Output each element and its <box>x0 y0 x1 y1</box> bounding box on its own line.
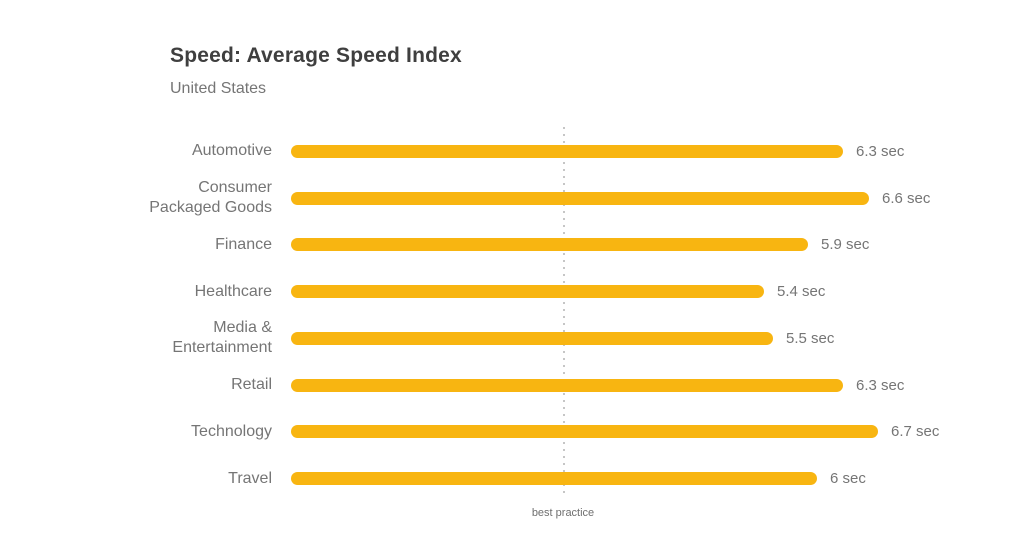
chart-row: Retail 6.3 sec <box>0 362 1024 409</box>
chart-row: Media & Entertainment 5.5 sec <box>0 315 1024 362</box>
chart-row: Technology 6.7 sec <box>0 409 1024 456</box>
value-label: 6.7 sec <box>891 423 940 441</box>
bar <box>291 425 878 439</box>
category-label: Travel <box>228 469 272 487</box>
category-label: Finance <box>215 235 272 253</box>
category-label: Healthcare <box>194 282 272 300</box>
value-label: 5.5 sec <box>786 329 835 347</box>
category-label: Retail <box>231 376 272 394</box>
bar <box>291 144 843 158</box>
chart-row: Finance 5.9 sec <box>0 222 1024 269</box>
category-label: Media & Entertainment <box>172 319 272 357</box>
value-label: 6.6 sec <box>882 189 931 207</box>
chart-rows: Automotive 6.3 sec Consumer Packaged Goods 6… <box>0 128 1024 502</box>
bar <box>291 191 869 205</box>
value-label: 5.4 sec <box>777 283 826 301</box>
chart-title: Speed: Average Speed Index <box>170 44 462 67</box>
value-label: 6.3 sec <box>856 376 905 394</box>
chart-row: Consumer Packaged Goods 6.6 sec <box>0 175 1024 222</box>
chart-row: Automotive 6.3 sec <box>0 128 1024 175</box>
chart-subtitle: United States <box>170 80 267 97</box>
bar <box>291 331 773 345</box>
category-label: Automotive <box>191 142 272 160</box>
best-practice-label: best practice <box>531 507 595 519</box>
bar <box>291 378 843 392</box>
bar <box>291 238 808 252</box>
best-practice-line <box>563 127 565 498</box>
chart-row: Travel 6 sec <box>0 455 1024 502</box>
value-label: 6 sec <box>830 470 866 488</box>
bar <box>291 472 817 486</box>
category-label: Technology <box>191 422 272 440</box>
category-label: Consumer Packaged Goods <box>149 179 272 217</box>
value-label: 5.9 sec <box>821 236 870 254</box>
value-label: 6.3 sec <box>856 142 905 160</box>
bar <box>291 285 764 299</box>
chart-row: Healthcare 5.4 sec <box>0 268 1024 315</box>
